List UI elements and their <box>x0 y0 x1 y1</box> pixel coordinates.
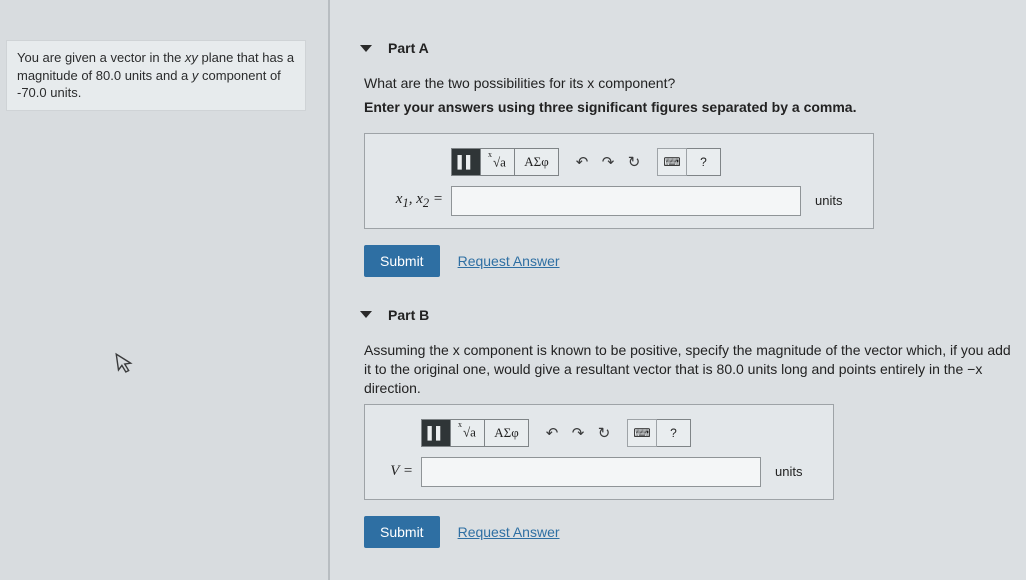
keyboard-button[interactable]: ⌨ <box>657 148 687 176</box>
help-button[interactable]: ? <box>657 419 691 447</box>
part-a-toolbar: ▌▌ x√a ΑΣφ ↶ ↷ ↻ ⌨ ? <box>451 148 859 176</box>
part-a-instruction: Enter your answers using three significa… <box>364 99 1014 115</box>
part-a-answer-row: x1, x2 = units <box>379 186 859 216</box>
problem-sidebar: You are given a vector in the xy plane t… <box>0 0 328 580</box>
part-b-answer-shell: ▌▌ x√a ΑΣφ ↶ ↷ ↻ ⌨ ? V = units <box>364 404 834 500</box>
part-b-answer-label: V = <box>379 463 413 480</box>
symbols-button[interactable]: ΑΣφ <box>515 148 559 176</box>
templates-button[interactable]: ▌▌ <box>421 419 451 447</box>
part-a-answer-input[interactable] <box>451 186 801 216</box>
part-a-body: What are the two possibilities for its x… <box>360 74 1014 277</box>
part-a-header[interactable]: Part A <box>360 40 1014 56</box>
caret-down-icon[interactable] <box>360 311 372 318</box>
part-b-request-answer-link[interactable]: Request Answer <box>458 524 560 540</box>
part-b-answer-row: V = units <box>379 457 819 487</box>
problem-text-1: You are given a vector in the <box>17 50 185 65</box>
problem-plane: xy <box>185 50 198 65</box>
keyboard-button[interactable]: ⌨ <box>627 419 657 447</box>
part-b-title: Part B <box>388 307 429 323</box>
part-b-body: Assuming the x component is known to be … <box>360 341 1014 548</box>
part-b-units: units <box>769 464 819 479</box>
part-b-submit-button[interactable]: Submit <box>364 516 440 548</box>
part-b-toolbar: ▌▌ x√a ΑΣφ ↶ ↷ ↻ ⌨ ? <box>421 419 819 447</box>
undo-button[interactable]: ↶ <box>569 148 595 176</box>
part-b-header[interactable]: Part B <box>360 307 1014 323</box>
reset-button[interactable]: ↻ <box>591 419 617 447</box>
part-b-question: Assuming the x component is known to be … <box>364 341 1014 398</box>
problem-statement: You are given a vector in the xy plane t… <box>6 40 306 111</box>
sqrt-button[interactable]: x√a <box>451 419 485 447</box>
redo-button[interactable]: ↷ <box>565 419 591 447</box>
reset-button[interactable]: ↻ <box>621 148 647 176</box>
templates-button[interactable]: ▌▌ <box>451 148 481 176</box>
part-a-answer-shell: ▌▌ x√a ΑΣφ ↶ ↷ ↻ ⌨ ? x1, x2 = units <box>364 133 874 229</box>
symbols-button[interactable]: ΑΣφ <box>485 419 529 447</box>
help-button[interactable]: ? <box>687 148 721 176</box>
part-a-button-row: Submit Request Answer <box>364 245 1014 277</box>
part-a-answer-label: x1, x2 = <box>379 191 443 211</box>
redo-button[interactable]: ↷ <box>595 148 621 176</box>
part-a-submit-button[interactable]: Submit <box>364 245 440 277</box>
parts-panel: Part A What are the two possibilities fo… <box>328 0 1026 580</box>
part-a-title: Part A <box>388 40 429 56</box>
part-a-request-answer-link[interactable]: Request Answer <box>458 253 560 269</box>
cursor-icon <box>114 350 136 382</box>
page-root: You are given a vector in the xy plane t… <box>0 0 1026 580</box>
part-a-units: units <box>809 193 859 208</box>
part-b-button-row: Submit Request Answer <box>364 516 1014 548</box>
undo-button[interactable]: ↶ <box>539 419 565 447</box>
part-a-question: What are the two possibilities for its x… <box>364 74 1014 93</box>
caret-down-icon[interactable] <box>360 45 372 52</box>
part-b-answer-input[interactable] <box>421 457 761 487</box>
sqrt-button[interactable]: x√a <box>481 148 515 176</box>
